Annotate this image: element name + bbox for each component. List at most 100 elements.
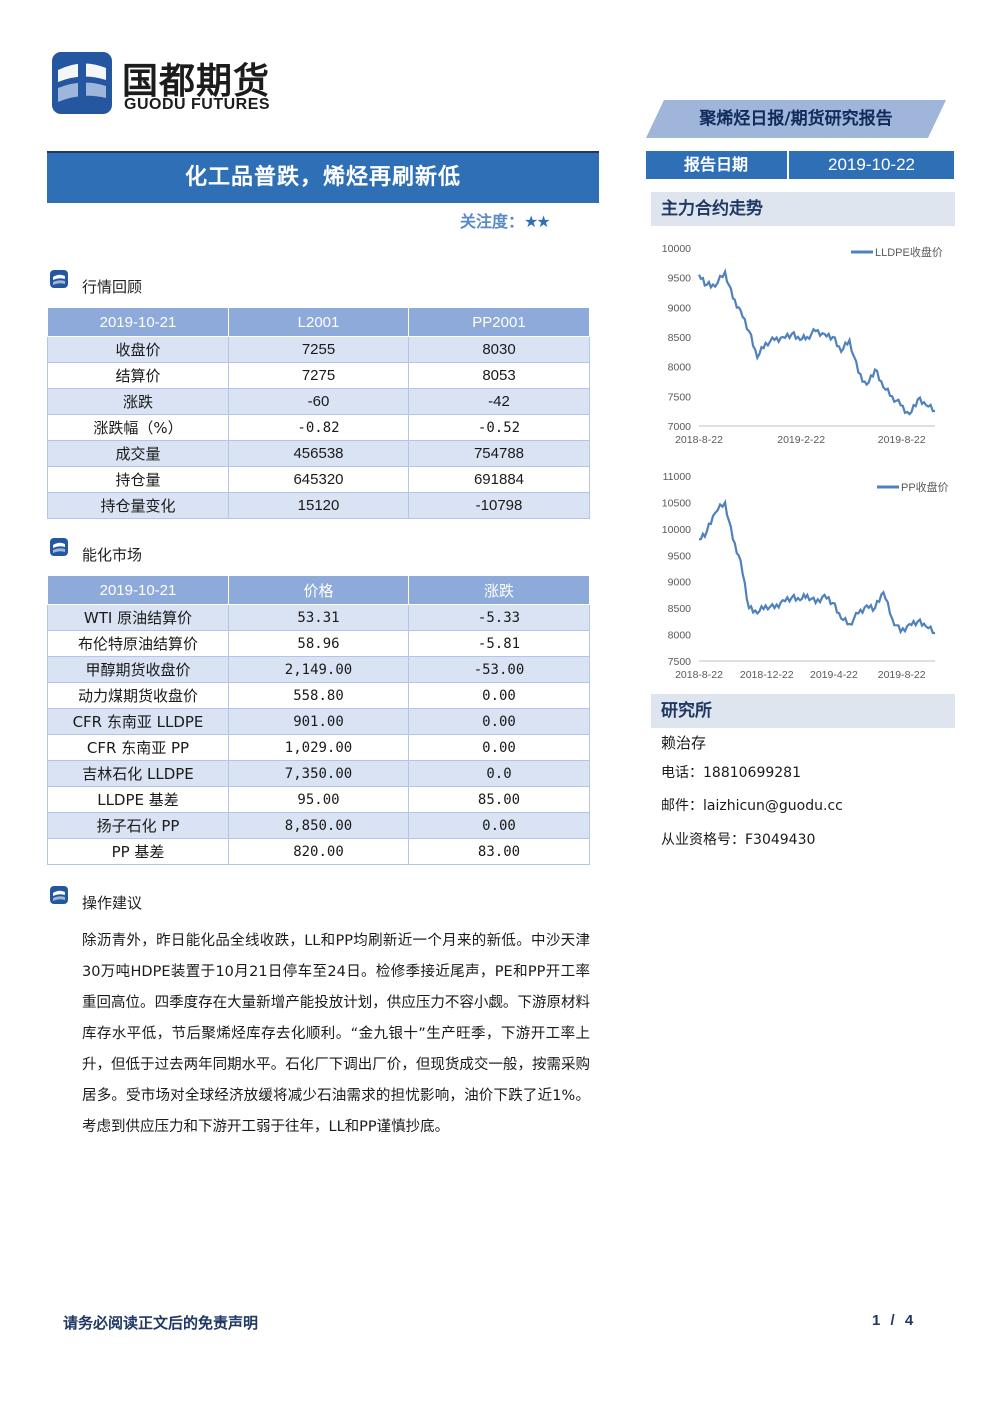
legend-entry: PP收盘价 <box>901 480 949 494</box>
row-label: CFR 东南亚 LLDPE <box>47 708 229 735</box>
table-row: 甲醇期货收盘价 2,149.00 -53.00 <box>47 656 590 683</box>
cell: 0.00 <box>408 682 590 709</box>
row-label: PP 基差 <box>47 838 229 865</box>
market-review-table: 2019-10-21 L2001 PP2001 收盘价 7255 8030 结算价 7… <box>47 307 590 519</box>
table-row: 扬子石化 PP 8,850.00 0.00 <box>47 812 590 839</box>
y-tick-label: 9500 <box>668 273 692 285</box>
table-row: CFR 东南亚 PP 1,029.00 0.00 <box>47 734 590 761</box>
cell: 901.00 <box>228 708 409 735</box>
cell: 83.00 <box>408 838 590 865</box>
x-tick-label: 2019-8-22 <box>878 669 926 681</box>
report-type-banner: 聚烯烃日报/期货研究报告 <box>646 100 946 138</box>
section-bullet-icon <box>50 886 68 904</box>
pp-series-line <box>698 499 935 635</box>
y-tick-label: 10500 <box>662 497 691 509</box>
cell: -5.33 <box>408 604 590 631</box>
row-label: WTI 原油结算价 <box>47 604 229 631</box>
y-tick-label: 7000 <box>668 421 692 433</box>
cell: 7255 <box>228 336 409 363</box>
y-tick-label: 9000 <box>668 302 692 314</box>
table-row: 收盘价 7255 8030 <box>47 336 590 363</box>
row-label: 吉林石化 LLDPE <box>47 760 229 787</box>
advice-paragraph: 除沥青外，昨日能化品全线收跌，LL和PP均刷新近一个月来的新低。中沙天津30万吨… <box>82 933 590 1135</box>
cell: 0.00 <box>408 734 590 761</box>
cell: 0.00 <box>408 708 590 735</box>
cell: 8030 <box>408 336 590 363</box>
table-row: PP 基差 820.00 83.00 <box>47 838 590 865</box>
cell: -5.81 <box>408 630 590 657</box>
table-header-row: 2019-10-21 L2001 PP2001 <box>47 307 590 337</box>
row-label: 成交量 <box>47 440 229 467</box>
focus-label: 关注度： <box>460 212 525 231</box>
row-label: 涨跌幅（%） <box>47 414 229 441</box>
section-bullet-icon <box>50 270 68 288</box>
y-tick-label: 8000 <box>668 362 692 374</box>
table-header: L2001 <box>228 307 409 337</box>
table-row: 涨跌 -60 -42 <box>47 388 590 415</box>
table-header-row: 2019-10-21 价格 涨跌 <box>47 575 590 605</box>
table-row: LLDPE 基差 95.00 85.00 <box>47 786 590 813</box>
pp-price-chart: 7500 8000 8500 9000 9500 10000 10500 11000 2018… <box>662 471 949 681</box>
cell: 15120 <box>228 492 409 519</box>
y-tick-label: 7500 <box>668 391 692 403</box>
cell: 820.00 <box>228 838 409 865</box>
table-header: 2019-10-21 <box>47 575 229 605</box>
row-label: CFR 东南亚 PP <box>47 734 229 761</box>
cell: -0.52 <box>408 414 590 441</box>
table-header: 涨跌 <box>408 575 590 605</box>
y-tick-label: 7500 <box>668 656 692 668</box>
company-name-cn: 国都期货 <box>122 61 271 102</box>
cell: 8,850.00 <box>228 812 409 839</box>
table-row: 动力煤期货收盘价 558.80 0.00 <box>47 682 590 709</box>
x-tick-label: 2019-4-22 <box>810 669 858 681</box>
y-tick-label: 8000 <box>668 630 692 642</box>
cell: 7,350.00 <box>228 760 409 787</box>
y-tick-label: 9000 <box>668 577 692 589</box>
cell: 8053 <box>408 362 590 389</box>
table-row: 持仓量 645320 691884 <box>47 466 590 493</box>
x-tick-label: 2019-8-22 <box>878 434 926 446</box>
focus-rating: 关注度：★★ <box>460 208 551 232</box>
cell: 0.0 <box>408 760 590 787</box>
table-header: 2019-10-21 <box>47 307 229 337</box>
row-label: 结算价 <box>47 362 229 389</box>
cell: 456538 <box>228 440 409 467</box>
y-tick-label: 9500 <box>668 550 692 562</box>
cell: -10798 <box>408 492 590 519</box>
cell: -53.00 <box>408 656 590 683</box>
y-tick-label: 8500 <box>668 332 692 344</box>
row-label: 持仓量 <box>47 466 229 493</box>
table-row: 结算价 7275 8053 <box>47 362 590 389</box>
cell: -0.82 <box>228 414 409 441</box>
analyst-name: 赖治存 <box>661 734 707 752</box>
x-tick-label: 2018-8-22 <box>675 669 723 681</box>
row-label: 收盘价 <box>47 336 229 363</box>
legend-entry: LLDPE收盘价 <box>875 245 943 259</box>
y-tick-label: 11000 <box>663 471 692 483</box>
lldpe-price-chart: 7000 7500 8000 8500 9000 9500 10000 2018-8-22 2… <box>662 243 943 446</box>
section-title-energy: 能化市场 <box>82 546 143 564</box>
row-label: 持仓量变化 <box>47 492 229 519</box>
y-tick-label: 10000 <box>662 243 691 255</box>
cell: 558.80 <box>228 682 409 709</box>
cell: 2,149.00 <box>228 656 409 683</box>
x-tick-label: 2019-2-22 <box>777 434 825 446</box>
cell: 0.00 <box>408 812 590 839</box>
row-label: 涨跌 <box>47 388 229 415</box>
table-row: CFR 东南亚 LLDPE 901.00 0.00 <box>47 708 590 735</box>
table-row: WTI 原油结算价 53.31 -5.33 <box>47 604 590 631</box>
page-number: 1 / 4 <box>872 1312 917 1329</box>
row-label: LLDPE 基差 <box>47 786 229 813</box>
analyst-phone: 电话：18810699281 <box>661 765 801 781</box>
report-title: 化工品普跌，烯烃再刷新低 <box>47 153 599 203</box>
y-tick-label: 10000 <box>662 524 691 536</box>
analyst-license: 从业资格号：F3049430 <box>661 832 816 848</box>
table-row: 涨跌幅（%） -0.82 -0.52 <box>47 414 590 441</box>
cell: 7275 <box>228 362 409 389</box>
disclaimer-note: 请务必阅读正文后的免责声明 <box>63 1314 259 1332</box>
report-date-label: 报告日期 <box>683 155 748 174</box>
row-label: 甲醇期货收盘价 <box>47 656 229 683</box>
row-label: 布伦特原油结算价 <box>47 630 229 657</box>
row-label: 动力煤期货收盘价 <box>47 682 229 709</box>
cell: 691884 <box>408 466 590 493</box>
